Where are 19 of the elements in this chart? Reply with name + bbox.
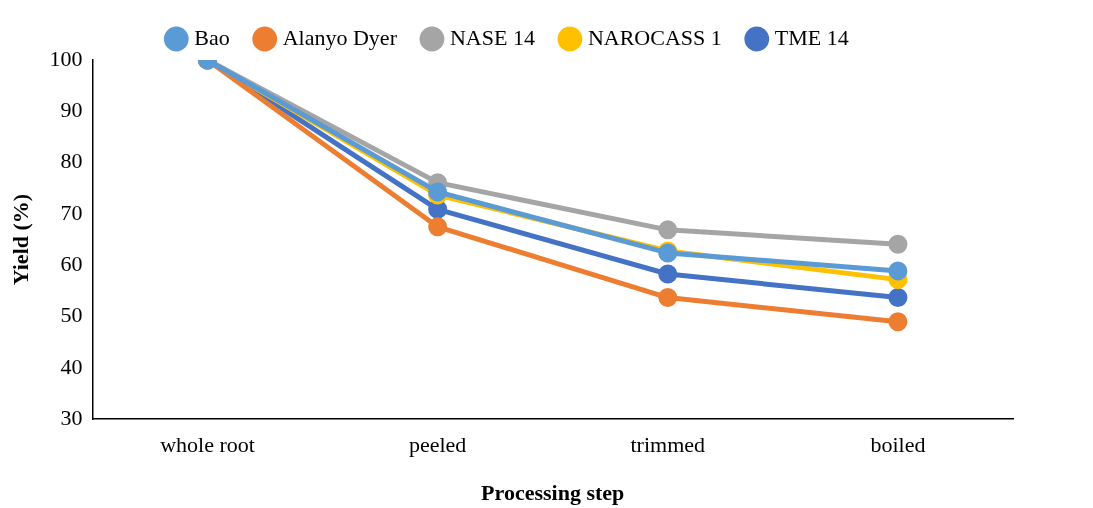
x-axis-title: Processing step	[481, 480, 625, 506]
y-axis-title: Yield (%)	[7, 193, 33, 286]
y-tick-label: 50	[60, 302, 83, 328]
y-tick-label: 60	[60, 251, 83, 277]
legend-label: TME 14	[774, 24, 849, 50]
y-tick-label: 100	[49, 45, 83, 71]
y-tick-label: 30	[60, 404, 83, 430]
y-tick-label: 40	[60, 353, 83, 379]
legend-label: Bao	[194, 24, 230, 50]
x-tick-label: peeled	[408, 432, 467, 458]
x-tick-label: boiled	[870, 432, 926, 458]
x-tick-label: trimmed	[630, 432, 706, 458]
x-tick-label: whole root	[160, 432, 255, 458]
legend-label: NASE 14	[449, 24, 535, 50]
y-tick-label: 70	[60, 199, 83, 225]
y-tick-label: 80	[60, 148, 83, 174]
legend-label: Alanyo Dyer	[282, 24, 398, 50]
legend-label: NAROCASS 1	[587, 24, 722, 50]
y-tick-label: 90	[60, 97, 83, 123]
